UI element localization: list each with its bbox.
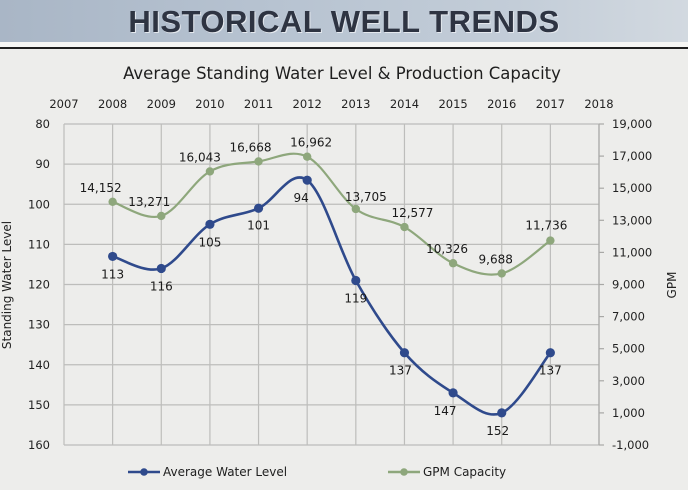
right-tick-label: 19,000 bbox=[612, 117, 652, 131]
data-point bbox=[254, 157, 263, 166]
data-label: 10,326 bbox=[426, 242, 468, 256]
x-tick-label: 2015 bbox=[438, 97, 467, 111]
series-gpm-capacity: 14,152 13,271 16,043 16,668 16,962 13,705 12,5… bbox=[80, 136, 567, 278]
x-tick-label: 2017 bbox=[536, 97, 565, 111]
data-label: 94 bbox=[294, 191, 309, 205]
data-point bbox=[399, 348, 410, 358]
x-tick-label: 2010 bbox=[195, 97, 224, 111]
left-tick-label: 80 bbox=[35, 117, 50, 131]
right-tick-label: 11,000 bbox=[612, 245, 652, 259]
left-tick-label: 150 bbox=[28, 398, 50, 412]
x-tick-label: 2018 bbox=[584, 97, 613, 111]
right-axis-title: GPM bbox=[665, 272, 679, 299]
series-average-water-level: 113 116 105 101 94 119 137 147 152 137 bbox=[101, 175, 562, 438]
chart-title: Average Standing Water Level & Productio… bbox=[123, 64, 561, 83]
x-tick-label: 2011 bbox=[244, 97, 273, 111]
legend: Average Water Level GPM Capacity bbox=[128, 465, 506, 479]
right-tick-label: 17,000 bbox=[612, 149, 652, 163]
right-tick-label: 1,000 bbox=[612, 406, 645, 420]
chart-sheet bbox=[0, 49, 688, 490]
legend-marker bbox=[140, 468, 148, 476]
data-label: 147 bbox=[434, 404, 457, 418]
data-point bbox=[253, 203, 264, 213]
x-tick-label: 2013 bbox=[341, 97, 370, 111]
x-tick-label: 2014 bbox=[390, 97, 419, 111]
legend-label: Average Water Level bbox=[163, 465, 287, 479]
data-point bbox=[302, 152, 312, 161]
data-point bbox=[156, 263, 166, 274]
data-point bbox=[205, 219, 215, 229]
series-group: 14,152 13,271 16,043 16,668 16,962 13,705 12,5… bbox=[80, 136, 568, 438]
x-tick-label: 2012 bbox=[293, 97, 322, 111]
left-tick-label: 100 bbox=[28, 197, 50, 211]
left-tick-labels: 80 90 100 110 120 130 140 150 160 bbox=[28, 117, 50, 452]
page-title: HISTORICAL WELL TRENDS bbox=[128, 4, 560, 39]
right-tick-label: -1,000 bbox=[612, 438, 649, 452]
x-tick-labels: 2007 2008 2009 2010 2011 2012 2013 2014 2015 2016… bbox=[49, 97, 613, 111]
data-label: 101 bbox=[247, 218, 270, 232]
x-tick-label: 2016 bbox=[487, 97, 516, 111]
data-point bbox=[351, 275, 361, 286]
data-point bbox=[448, 259, 458, 268]
left-axis-title: Standing Water Level bbox=[0, 221, 14, 349]
right-tick-label: 15,000 bbox=[612, 181, 652, 195]
right-tick-label: 13,000 bbox=[612, 213, 652, 227]
legend-label: GPM Capacity bbox=[423, 465, 506, 479]
series-line bbox=[112, 176, 552, 416]
data-label: 16,668 bbox=[230, 140, 272, 154]
legend-item-average-water-level: Average Water Level bbox=[128, 465, 287, 479]
divider-dark bbox=[0, 47, 688, 49]
right-tick-label: 7,000 bbox=[612, 310, 645, 324]
left-tick-label: 130 bbox=[28, 318, 50, 332]
left-tick-label: 110 bbox=[28, 237, 50, 251]
left-tick-label: 120 bbox=[28, 278, 50, 292]
data-point bbox=[497, 408, 507, 418]
data-label: 14,152 bbox=[80, 181, 122, 195]
right-tick-label: 3,000 bbox=[612, 374, 645, 388]
data-point bbox=[400, 222, 409, 232]
data-label: 116 bbox=[150, 279, 173, 293]
data-label: 16,043 bbox=[179, 150, 221, 164]
divider-light bbox=[0, 42, 688, 47]
right-tick-label: 9,000 bbox=[612, 278, 645, 292]
left-tick-label: 90 bbox=[35, 157, 50, 171]
data-point bbox=[351, 204, 361, 214]
data-point bbox=[448, 388, 458, 398]
data-point bbox=[108, 251, 118, 262]
data-point bbox=[157, 211, 166, 221]
legend-item-gpm-capacity: GPM Capacity bbox=[388, 465, 506, 479]
data-label: 137 bbox=[389, 364, 412, 378]
left-tick-label: 160 bbox=[28, 438, 50, 452]
data-point bbox=[205, 167, 215, 176]
data-label: 9,688 bbox=[479, 252, 513, 266]
data-label: 152 bbox=[486, 424, 509, 438]
title-banner: HISTORICAL WELL TRENDS bbox=[0, 0, 688, 42]
right-tick-labels: 19,000 17,000 15,000 13,000 11,000 9,000 7,000… bbox=[612, 117, 652, 452]
data-point bbox=[546, 236, 555, 245]
data-label: 137 bbox=[539, 364, 562, 378]
data-label: 113 bbox=[101, 267, 124, 281]
data-label: 12,577 bbox=[391, 206, 433, 220]
series-line bbox=[112, 152, 552, 276]
gridlines bbox=[63, 123, 604, 446]
right-tick-label: 5,000 bbox=[612, 342, 645, 356]
data-label: 119 bbox=[344, 291, 367, 305]
x-tick-label: 2007 bbox=[49, 97, 78, 111]
x-tick-label: 2008 bbox=[98, 97, 127, 111]
data-label: 16,962 bbox=[290, 136, 332, 150]
data-point bbox=[108, 197, 117, 207]
data-point bbox=[497, 269, 506, 278]
data-point bbox=[302, 175, 312, 185]
legend-marker bbox=[400, 468, 408, 476]
data-label: 13,705 bbox=[345, 190, 387, 204]
data-label: 13,271 bbox=[128, 195, 170, 209]
data-label: 11,736 bbox=[525, 219, 567, 233]
data-point bbox=[545, 348, 555, 358]
x-tick-label: 2009 bbox=[147, 97, 176, 111]
data-label: 105 bbox=[198, 235, 221, 249]
left-tick-label: 140 bbox=[28, 358, 50, 372]
